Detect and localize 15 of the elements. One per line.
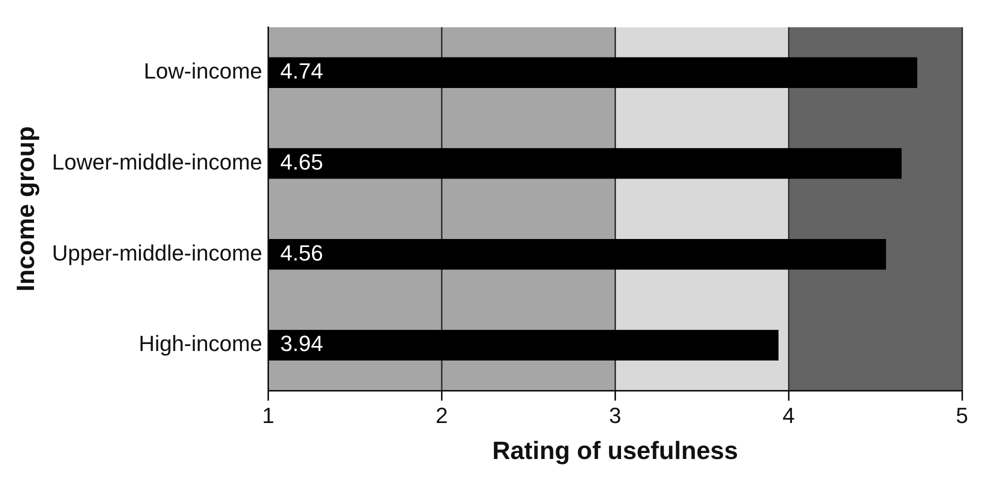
- data-label: 4.74: [280, 58, 324, 84]
- data-label: 4.65: [280, 150, 324, 175]
- y-tick-label: High-income: [138, 331, 262, 356]
- y-tick-label: Upper-middle-income: [52, 240, 262, 266]
- data-label: 4.56: [280, 240, 324, 266]
- x-tick-label: 2: [436, 402, 448, 428]
- y-tick-label: Low-income: [144, 58, 262, 84]
- data-label: 3.94: [280, 331, 324, 356]
- x-tick-label: 1: [262, 402, 274, 428]
- x-axis-title: Rating of usefulness: [492, 436, 738, 465]
- x-tick-label: 4: [782, 402, 795, 428]
- y-tick-label: Lower-middle-income: [52, 150, 262, 175]
- x-tick-label: 5: [956, 402, 968, 428]
- y-axis-title: Income group: [12, 126, 40, 292]
- x-tick-label: 3: [609, 402, 622, 428]
